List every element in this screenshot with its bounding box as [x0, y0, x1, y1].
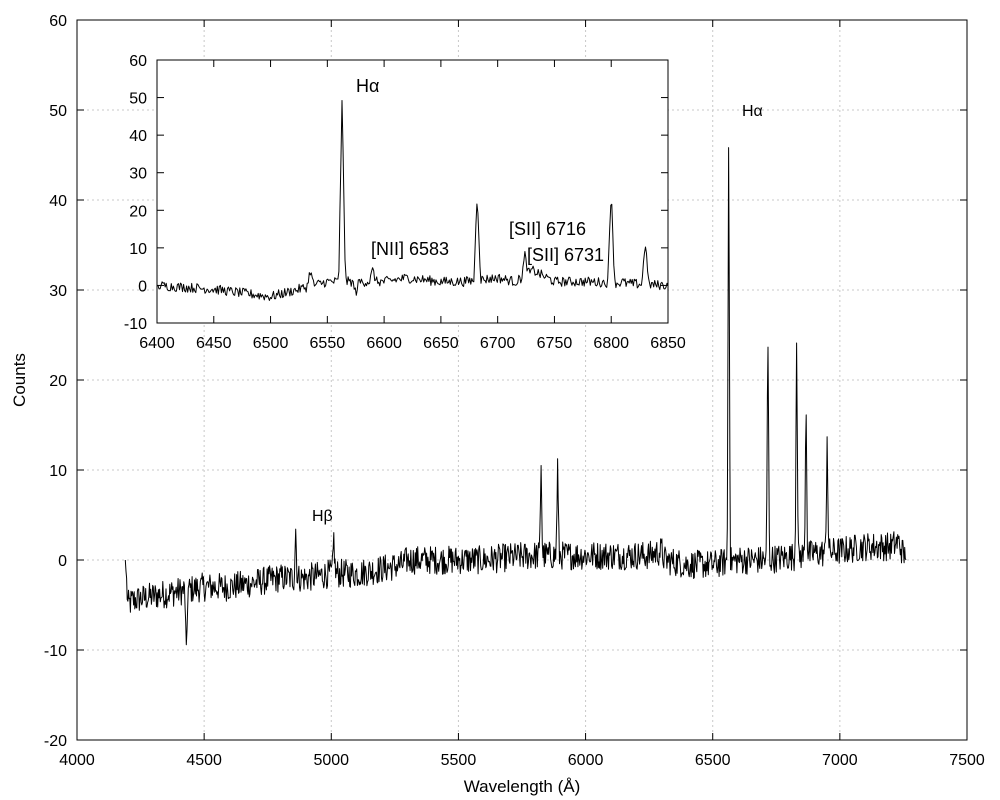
main-y-tick-label: -10 — [44, 643, 67, 660]
main-x-tick-label: 5000 — [313, 752, 349, 769]
inset-x-tick-label: 6700 — [480, 335, 516, 352]
inset-y-tick-label: 30 — [129, 166, 147, 183]
main-x-tick-label: 7000 — [822, 752, 858, 769]
main-y-tick-label: 0 — [58, 553, 67, 570]
inset-x-tick-label: 6650 — [423, 335, 459, 352]
main-x-tick-labels: 4000 4500 5000 5500 6000 6500 7000 7500 — [59, 752, 985, 769]
inset-y-tick-label: 50 — [129, 91, 147, 108]
inset-plot-frame — [156, 59, 669, 324]
x-axis-title: Wavelength (Å) — [464, 777, 581, 796]
main-x-tick-label: 6500 — [695, 752, 731, 769]
y-axis-title: Counts — [10, 353, 29, 407]
main-y-tick-label: 20 — [49, 373, 67, 390]
main-x-tick-label: 6000 — [568, 752, 604, 769]
inset-y-tick-label: 60 — [129, 53, 147, 70]
inset-x-tick-label: 6850 — [650, 335, 686, 352]
inset-axis-ticks — [156, 59, 669, 324]
main-y-tick-label: 60 — [49, 13, 67, 30]
inset-y-tick-label: 10 — [129, 241, 147, 258]
main-x-tick-label: 7500 — [949, 752, 985, 769]
inset-x-tick-label: 6550 — [310, 335, 346, 352]
inset-x-tick-label: 6800 — [593, 335, 629, 352]
inset-sii-6731-label: [SII] 6731 — [527, 245, 604, 265]
inset-y-tick-label: 40 — [129, 128, 147, 145]
main-axis-ticks — [76, 19, 968, 741]
inset-x-tick-labels: 6400 6450 6500 6550 6600 6650 6700 6750 6800 6850 — [139, 335, 686, 352]
inset-x-tick-label: 6750 — [537, 335, 573, 352]
main-y-tick-label: 10 — [49, 463, 67, 480]
inset-y-tick-labels: -10 0 10 20 30 40 50 60 — [124, 53, 147, 333]
main-y-tick-label: 30 — [49, 283, 67, 300]
inset-nii-6583-label: [NII] 6583 — [371, 239, 449, 259]
inset-sii-6716-label: [SII] 6716 — [509, 219, 586, 239]
main-x-tick-label: 5500 — [441, 752, 477, 769]
inset-x-tick-label: 6400 — [139, 335, 175, 352]
main-spectrum-line — [124, 147, 907, 646]
main-x-tick-label: 4500 — [186, 752, 222, 769]
inset-y-tick-label: 0 — [138, 278, 147, 295]
main-y-tick-label: -20 — [44, 733, 67, 750]
inset-y-tick-label: 20 — [129, 203, 147, 220]
main-y-tick-label: 50 — [49, 103, 67, 120]
h-alpha-label: Hα — [742, 103, 763, 120]
h-beta-label: Hβ — [312, 508, 333, 525]
inset-x-tick-label: 6600 — [366, 335, 402, 352]
inset-y-tick-label: -10 — [124, 316, 147, 333]
inset-x-tick-label: 6450 — [196, 335, 232, 352]
inset-background — [157, 60, 668, 323]
main-x-tick-label: 4000 — [59, 752, 95, 769]
main-y-tick-label: 40 — [49, 193, 67, 210]
main-y-tick-labels: -20 -10 0 10 20 30 40 50 60 — [44, 13, 67, 750]
inset-h-alpha-label: Hα — [356, 76, 379, 96]
inset-spectrum-line — [156, 100, 669, 301]
inset-x-tick-label: 6500 — [253, 335, 289, 352]
